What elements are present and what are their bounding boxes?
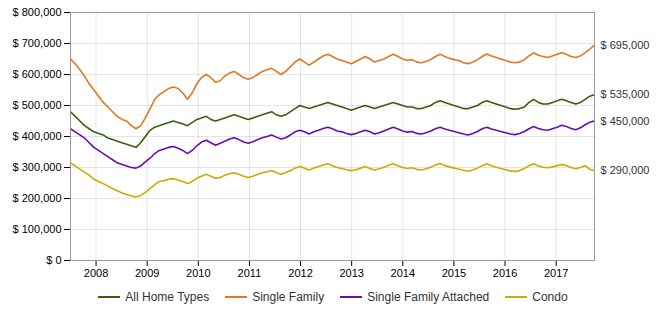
html-text:Condo: Condo — [532, 290, 568, 304]
svg-text:2013: 2013 — [339, 267, 363, 279]
svg-text:2010: 2010 — [186, 267, 210, 279]
svg-text:$ 290,000: $ 290,000 — [601, 164, 650, 176]
svg-text:2017: 2017 — [544, 267, 568, 279]
svg-text:$ 300,000: $ 300,000 — [13, 161, 62, 173]
svg-text:2014: 2014 — [391, 267, 415, 279]
svg-text:2012: 2012 — [288, 267, 312, 279]
svg-text:$ 600,000: $ 600,000 — [13, 68, 62, 80]
svg-text:$ 695,000: $ 695,000 — [601, 39, 650, 51]
svg-text:$ 535,000: $ 535,000 — [601, 88, 650, 100]
svg-text:2016: 2016 — [493, 267, 517, 279]
svg-text:$ 800,000: $ 800,000 — [13, 6, 62, 18]
svg-text:2008: 2008 — [84, 267, 108, 279]
svg-text:$ 500,000: $ 500,000 — [13, 99, 62, 111]
svg-text:$ 200,000: $ 200,000 — [13, 192, 62, 204]
html-text:Single Family: Single Family — [252, 290, 325, 304]
svg-text:2015: 2015 — [442, 267, 466, 279]
svg-text:$ 700,000: $ 700,000 — [13, 37, 62, 49]
html-text:Single Family Attached: Single Family Attached — [367, 290, 490, 304]
svg-text:$ 0: $ 0 — [46, 254, 61, 266]
svg-text:2011: 2011 — [238, 267, 262, 279]
html-text:All Home Types: All Home Types — [125, 290, 210, 304]
svg-text:$ 400,000: $ 400,000 — [13, 130, 62, 142]
svg-text:2009: 2009 — [135, 267, 159, 279]
svg-text:$ 450,000: $ 450,000 — [601, 115, 650, 127]
svg-text:$ 100,000: $ 100,000 — [13, 223, 62, 235]
